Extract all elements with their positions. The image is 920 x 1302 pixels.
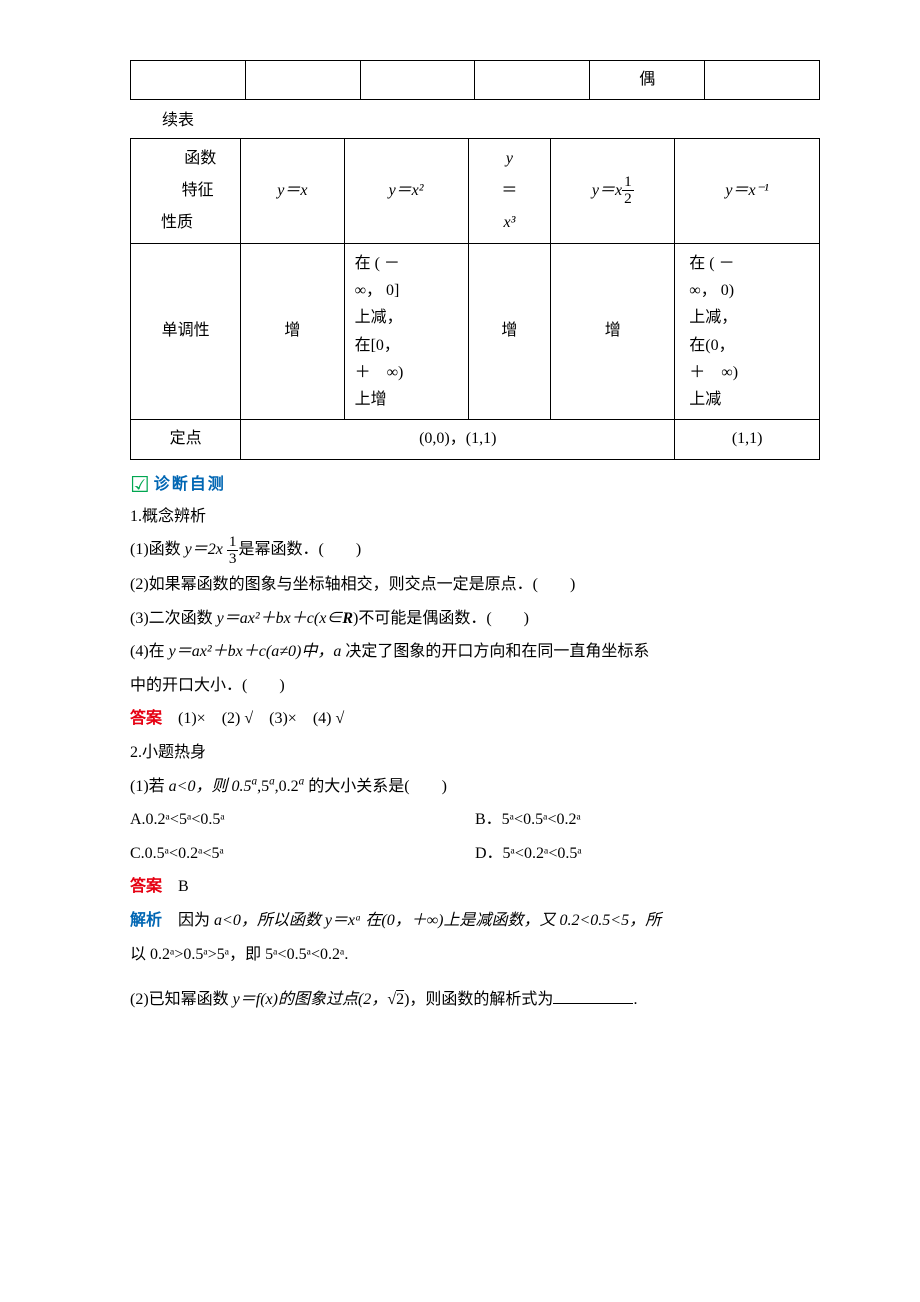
- frag-cell: [245, 61, 360, 100]
- sec1-q4: (4)在 y＝ax²＋bx＋c(a≠0)中，a 决定了图象的开口方向和在同一直角…: [130, 635, 820, 669]
- diagnosis-text: 诊断自测: [154, 470, 226, 500]
- mono-c2: 在 ( － ∞， 0] 上减， 在[0， ＋ ∞) 上增: [344, 243, 468, 419]
- mono-c3: 增: [468, 243, 551, 419]
- mono-label: 单调性: [131, 243, 241, 419]
- table-main: 函数 特征 性质 y＝x y＝x² y ＝ x³ y＝x12 y＝x⁻¹ 单调性…: [130, 138, 820, 460]
- header-rowlabel: 函数 特征 性质: [131, 138, 241, 243]
- header-col3: y ＝ x³: [468, 138, 551, 243]
- table-fragment-top: 偶: [130, 60, 820, 100]
- header-col5: y＝x⁻¹: [675, 138, 820, 243]
- frag-cell: [360, 61, 475, 100]
- sec2-title: 2.小题热身: [130, 736, 820, 770]
- sec1-answer: 答案 (1)× (2) √ (3)× (4) √: [130, 702, 820, 736]
- options-row2: C.0.5ᵃ<0.2ᵃ<5ᵃ D．5ᵃ<0.2ᵃ<0.5ᵃ: [130, 837, 820, 871]
- sec1-q2: (2)如果幂函数的图象与坐标轴相交，则交点一定是原点．( ): [130, 568, 820, 602]
- sec1-q4-line2: 中的开口大小．( ): [130, 669, 820, 703]
- option-b: B．5ᵃ<0.5ᵃ<0.2ᵃ: [475, 803, 820, 837]
- header-col4: y＝x12: [551, 138, 675, 243]
- header-col2: y＝x²: [344, 138, 468, 243]
- option-a: A.0.2ᵃ<5ᵃ<0.5ᵃ: [130, 803, 475, 837]
- fixed-label: 定点: [131, 420, 241, 459]
- diagnosis-heading: ☑ 诊断自测: [130, 470, 820, 500]
- sec1-q1: (1)函数 y＝2x 13是幂函数．( ): [130, 533, 820, 568]
- sec2-analysis-line2: 以 0.2ᵃ>0.5ᵃ>5ᵃ，即 5ᵃ<0.5ᵃ<0.2ᵃ.: [130, 938, 820, 972]
- fixed-mid: (0,0)，(1,1): [241, 420, 675, 459]
- sec1-title: 1.概念辨析: [130, 500, 820, 534]
- sec2-analysis: 解析 因为 a<0，所以函数 y＝xᵃ 在(0，＋∞)上是减函数，又 0.2<0…: [130, 904, 820, 938]
- continue-label: 续表: [130, 104, 820, 138]
- mono-c4: 增: [551, 243, 675, 419]
- check-icon: ☑: [130, 474, 150, 496]
- frag-cell: [475, 61, 590, 100]
- options-row1: A.0.2ᵃ<5ᵃ<0.5ᵃ B．5ᵃ<0.5ᵃ<0.2ᵃ: [130, 803, 820, 837]
- sec2-q1: (1)若 a<0，则 0.5a,5a,0.2a 的大小关系是( ): [130, 770, 820, 804]
- option-d: D．5ᵃ<0.2ᵃ<0.5ᵃ: [475, 837, 820, 871]
- sec2-q2: (2)已知幂函数 y＝f(x)的图象过点(2，√2)，则函数的解析式为.: [130, 983, 820, 1017]
- fixed-last: (1,1): [675, 420, 820, 459]
- mono-c5: 在 ( － ∞， 0) 上减， 在(0， ＋ ∞) 上减: [675, 243, 820, 419]
- option-c: C.0.5ᵃ<0.2ᵃ<5ᵃ: [130, 837, 475, 871]
- frag-cell: [131, 61, 246, 100]
- frag-cell: 偶: [590, 61, 705, 100]
- fill-blank: [553, 987, 633, 1004]
- sec1-q3: (3)二次函数 y＝ax²＋bx＋c(x∈R)不可能是偶函数．( ): [130, 602, 820, 636]
- sec2-answer: 答案 B: [130, 870, 820, 904]
- frag-cell: [705, 61, 820, 100]
- header-col1: y＝x: [241, 138, 344, 243]
- mono-c1: 增: [241, 243, 344, 419]
